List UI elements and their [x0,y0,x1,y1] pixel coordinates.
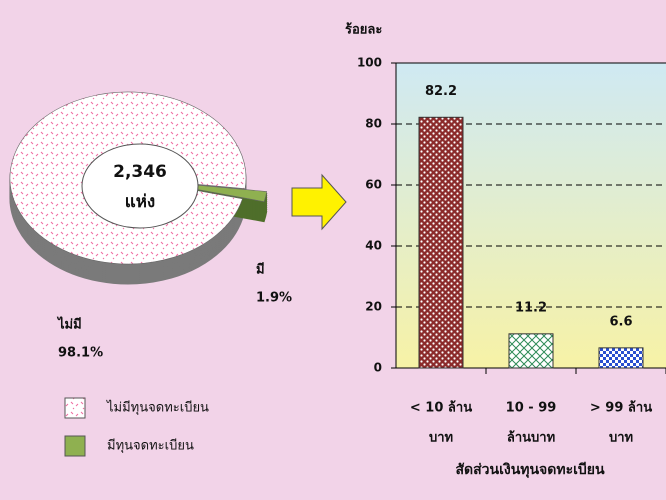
x-tick-label: 10 - 99 [506,401,557,416]
arrow [291,173,347,231]
data-label: 11.2 [515,300,547,315]
y-axis-label: ร้อยละ [345,22,382,38]
x-tick-label: ล้านบาท [507,430,555,446]
y-tick-label: 80 [365,117,382,131]
x-tick-label: บาท [429,431,453,446]
legend-swatch [64,435,86,457]
slice-label: มี [256,262,265,278]
y-tick-label: 40 [365,239,382,253]
legend-label: ไม่มีทุนจดทะเบียน [106,400,209,416]
bar [508,333,554,369]
center-label: แห่ง [125,192,155,212]
slice-value-label: 1.9% [256,291,292,306]
slice-value-label: 98.1% [58,346,103,361]
data-label: 6.6 [609,314,632,329]
slice-label: ไม่มี [56,316,82,333]
data-label: 82.2 [425,84,457,99]
y-tick-label: 60 [365,178,382,192]
bar [418,116,464,369]
y-tick-label: 0 [374,361,382,375]
chart-title: สัดส่วนเงินทุนจดทะเบียน [455,462,605,478]
x-tick-label: > 99 ล้าน [590,400,652,416]
y-tick-label: 100 [357,56,382,70]
x-tick-label: < 10 ล้าน [410,400,472,416]
center-label-bg [81,143,199,229]
center-label: 2,346 [113,162,167,182]
legend-swatch [64,397,86,419]
legend-label: มีทุนจดทะเบียน [107,438,194,454]
x-tick-label: บาท [609,431,633,446]
bar [598,347,644,369]
y-tick-label: 20 [365,300,382,314]
